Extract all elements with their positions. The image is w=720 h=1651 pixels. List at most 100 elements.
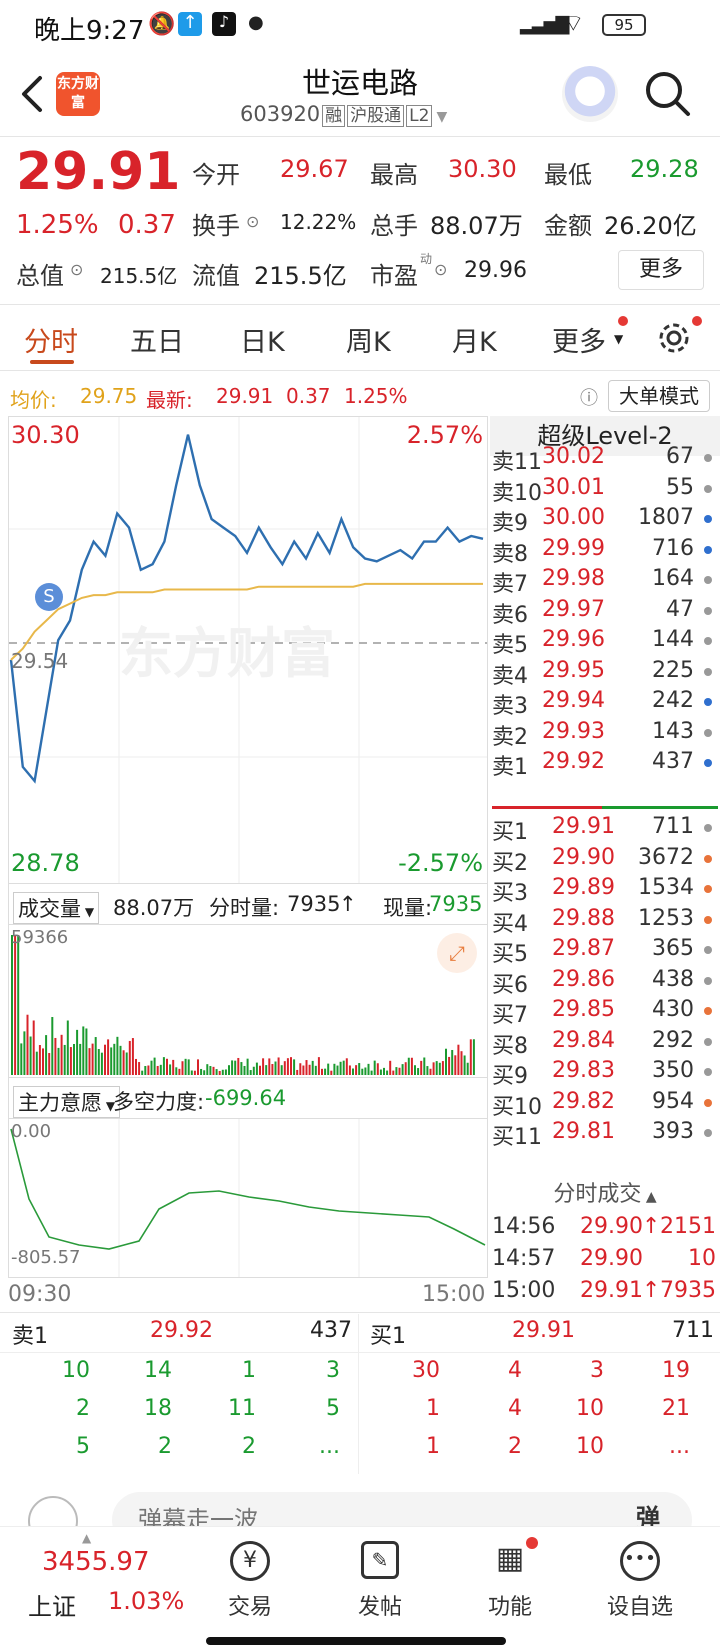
label-pe: 市盈 — [370, 262, 418, 290]
gear-icon[interactable] — [656, 320, 692, 356]
index-widget[interactable]: ▲ 3455.97 上证 1.03% — [0, 1527, 184, 1651]
info-icon[interactable]: ⊙ — [434, 260, 448, 279]
volume-bar — [395, 1067, 398, 1075]
value-amount: 26.20亿 — [604, 212, 697, 240]
menu-icon[interactable] — [28, 1496, 78, 1526]
volume-bar — [386, 1070, 389, 1075]
buy-row[interactable]: 买10 29.82 954 — [490, 1087, 720, 1120]
buy-row[interactable]: 买9 29.83 350 — [490, 1056, 720, 1089]
sell-volume: 164 — [652, 566, 694, 591]
queue-sell-cell: 5 — [326, 1396, 340, 1421]
tab-5day[interactable]: 五日 — [130, 327, 184, 358]
volume-bar — [116, 1036, 119, 1075]
sell-row[interactable]: 卖5 29.96 144 — [490, 625, 720, 658]
comment-input[interactable] — [112, 1492, 692, 1526]
buy-row[interactable]: 买5 29.87 365 — [490, 934, 720, 967]
danmaku-button[interactable]: 弹 — [636, 1504, 660, 1526]
force-line — [10, 1128, 486, 1250]
volume-bar — [429, 1068, 432, 1075]
volume-bar — [355, 1065, 358, 1075]
nav-post[interactable]: ✎ 发帖 — [330, 1541, 430, 1621]
volume-bar — [407, 1057, 410, 1075]
sell-volume: 716 — [652, 535, 694, 561]
back-icon[interactable] — [14, 72, 50, 116]
chevron-down-icon: ▼ — [81, 905, 95, 919]
trade-arrow: ↑ — [642, 1214, 661, 1239]
buy-row[interactable]: 买1 29.91 711 — [490, 812, 720, 845]
volume-bar — [259, 1065, 261, 1075]
sell-row[interactable]: 卖4 29.95 225 — [490, 656, 720, 689]
volume-chart[interactable]: 59366 ⤢ — [8, 924, 488, 1078]
buy-row[interactable]: 买7 29.85 430 — [490, 995, 720, 1028]
order-queue: 卖1 29.92 437 买1 29.91 711 10 14 1 3 2 18 11 5 5 2… — [0, 1314, 720, 1474]
search-icon[interactable] — [642, 68, 694, 120]
sell-price: 30.02 — [542, 444, 605, 469]
tab-monthly-k[interactable]: 月K — [452, 327, 497, 358]
tab-more[interactable]: 更多 — [552, 327, 606, 358]
comment-bar: 弹 — [0, 1486, 720, 1526]
nav-trade[interactable]: ¥ 交易 — [200, 1541, 300, 1621]
volume-bar — [119, 1045, 122, 1075]
sell-volume: 67 — [666, 444, 694, 469]
index-up-icon: ▲ — [82, 1531, 92, 1545]
sell-price: 29.96 — [542, 627, 605, 652]
sell-volume: 225 — [652, 657, 694, 683]
buy-row[interactable]: 买4 29.88 1253 — [490, 904, 720, 937]
more-button[interactable]: 更多 — [618, 250, 704, 290]
minute-volume-label: 分时量: — [209, 896, 280, 920]
volume-bar — [376, 1063, 379, 1075]
robot-avatar-icon[interactable] — [562, 66, 618, 122]
sell-row[interactable]: 卖8 29.99 716 — [490, 534, 720, 567]
buy-row[interactable]: 买2 29.90 3672 — [490, 843, 720, 876]
queue-sell-cell: 14 — [144, 1358, 172, 1383]
buy-row[interactable]: 买6 29.86 438 — [490, 965, 720, 998]
nav-add-watchlist[interactable]: ••• 设自选 — [590, 1541, 690, 1621]
buy-row[interactable]: 买8 29.84 292 — [490, 1026, 720, 1059]
intraday-chart[interactable]: 30.30 2.57% 28.78 -2.57% 29.54 东方财富 S — [8, 416, 488, 884]
volume-bar — [141, 1070, 144, 1075]
queue-sell-label: 卖1 — [12, 1324, 48, 1349]
trade-price: 29.90 — [580, 1214, 643, 1239]
trade-time: 14:56 — [492, 1214, 556, 1239]
sell-row[interactable]: 卖6 29.97 47 — [490, 595, 720, 628]
trades-title[interactable]: 分时成交 ▲ — [490, 1176, 720, 1208]
volume-bar — [271, 1064, 274, 1075]
volume-bar — [249, 1070, 252, 1075]
tab-weekly-k[interactable]: 周K — [346, 327, 391, 358]
volume-dropdown[interactable]: 成交量 ▼ — [13, 892, 100, 924]
level2-title[interactable]: 超级Level-2 — [490, 416, 720, 456]
tab-daily-k[interactable]: 日K — [240, 327, 285, 358]
dot-icon — [704, 1007, 712, 1015]
buy-row[interactable]: 买11 29.81 393 — [490, 1117, 720, 1150]
index-pct: 1.03% — [108, 1587, 185, 1615]
signal-marker-icon[interactable]: S — [35, 583, 63, 611]
info-icon[interactable]: ⊙ — [246, 212, 260, 231]
tab-intraday[interactable]: 分时 — [24, 327, 78, 358]
app-logo[interactable]: 东方财富 — [56, 72, 100, 116]
volume-bar — [283, 1061, 286, 1075]
notification-dot — [526, 1537, 538, 1549]
dot-icon — [704, 1037, 712, 1046]
sell-row[interactable]: 卖3 29.94 242 — [490, 686, 720, 719]
force-chart[interactable]: 0.00 -805.57 — [8, 1118, 488, 1278]
sell-row[interactable]: 卖1 29.92 437 — [490, 747, 720, 780]
sell-row[interactable]: 卖9 30.00 1807 — [490, 503, 720, 536]
sell-row[interactable]: 卖7 29.98 164 — [490, 564, 720, 597]
sell-row[interactable]: 卖11 30.02 67 — [490, 442, 720, 475]
info-icon[interactable]: ⊙ — [70, 260, 84, 279]
label-total-hands: 总手 — [370, 212, 418, 240]
dropdown-icon[interactable]: ▼ — [436, 109, 448, 125]
stock-code: 603920 — [240, 102, 321, 126]
expand-icon[interactable]: ⤢ — [437, 933, 477, 973]
buy-row[interactable]: 买3 29.89 1534 — [490, 873, 720, 906]
queue-sell-cell: 2 — [242, 1434, 256, 1459]
force-dropdown[interactable]: 主力意愿 ▼ — [13, 1086, 121, 1118]
queue-sell-cell: 18 — [144, 1396, 172, 1421]
help-icon[interactable]: ⓘ — [580, 388, 598, 409]
big-order-mode-button[interactable]: 大单模式 — [608, 380, 710, 412]
sell-price: 29.94 — [542, 688, 605, 713]
sell-row[interactable]: 卖2 29.93 143 — [490, 717, 720, 750]
sell-row[interactable]: 卖10 30.01 55 — [490, 473, 720, 506]
nav-functions[interactable]: ▦ 功能 — [460, 1537, 560, 1621]
tab-active-indicator — [30, 360, 74, 364]
